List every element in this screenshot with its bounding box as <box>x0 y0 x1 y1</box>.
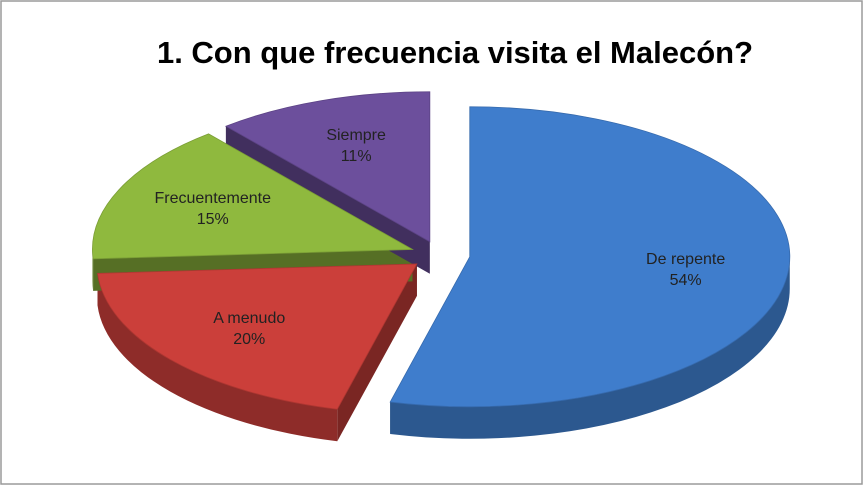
chart-title: 1. Con que frecuencia visita el Malecón? <box>157 35 753 70</box>
slice-value-label: 15% <box>197 211 229 228</box>
slice-value-label: 54% <box>670 272 702 289</box>
slice <box>389 106 791 408</box>
slice-side <box>92 249 94 291</box>
slice-label: Frecuentemente <box>155 190 272 207</box>
slice <box>97 263 418 410</box>
slice-label: De repente <box>646 251 725 268</box>
slice-side <box>390 256 790 439</box>
slice <box>224 91 431 243</box>
slice-value-label: 11% <box>341 148 372 165</box>
slice-label: A menudo <box>213 310 285 327</box>
slice-value-label: 20% <box>233 331 265 348</box>
slice <box>92 133 414 260</box>
slice-edge <box>337 263 417 442</box>
slice-label: Siempre <box>326 127 386 144</box>
